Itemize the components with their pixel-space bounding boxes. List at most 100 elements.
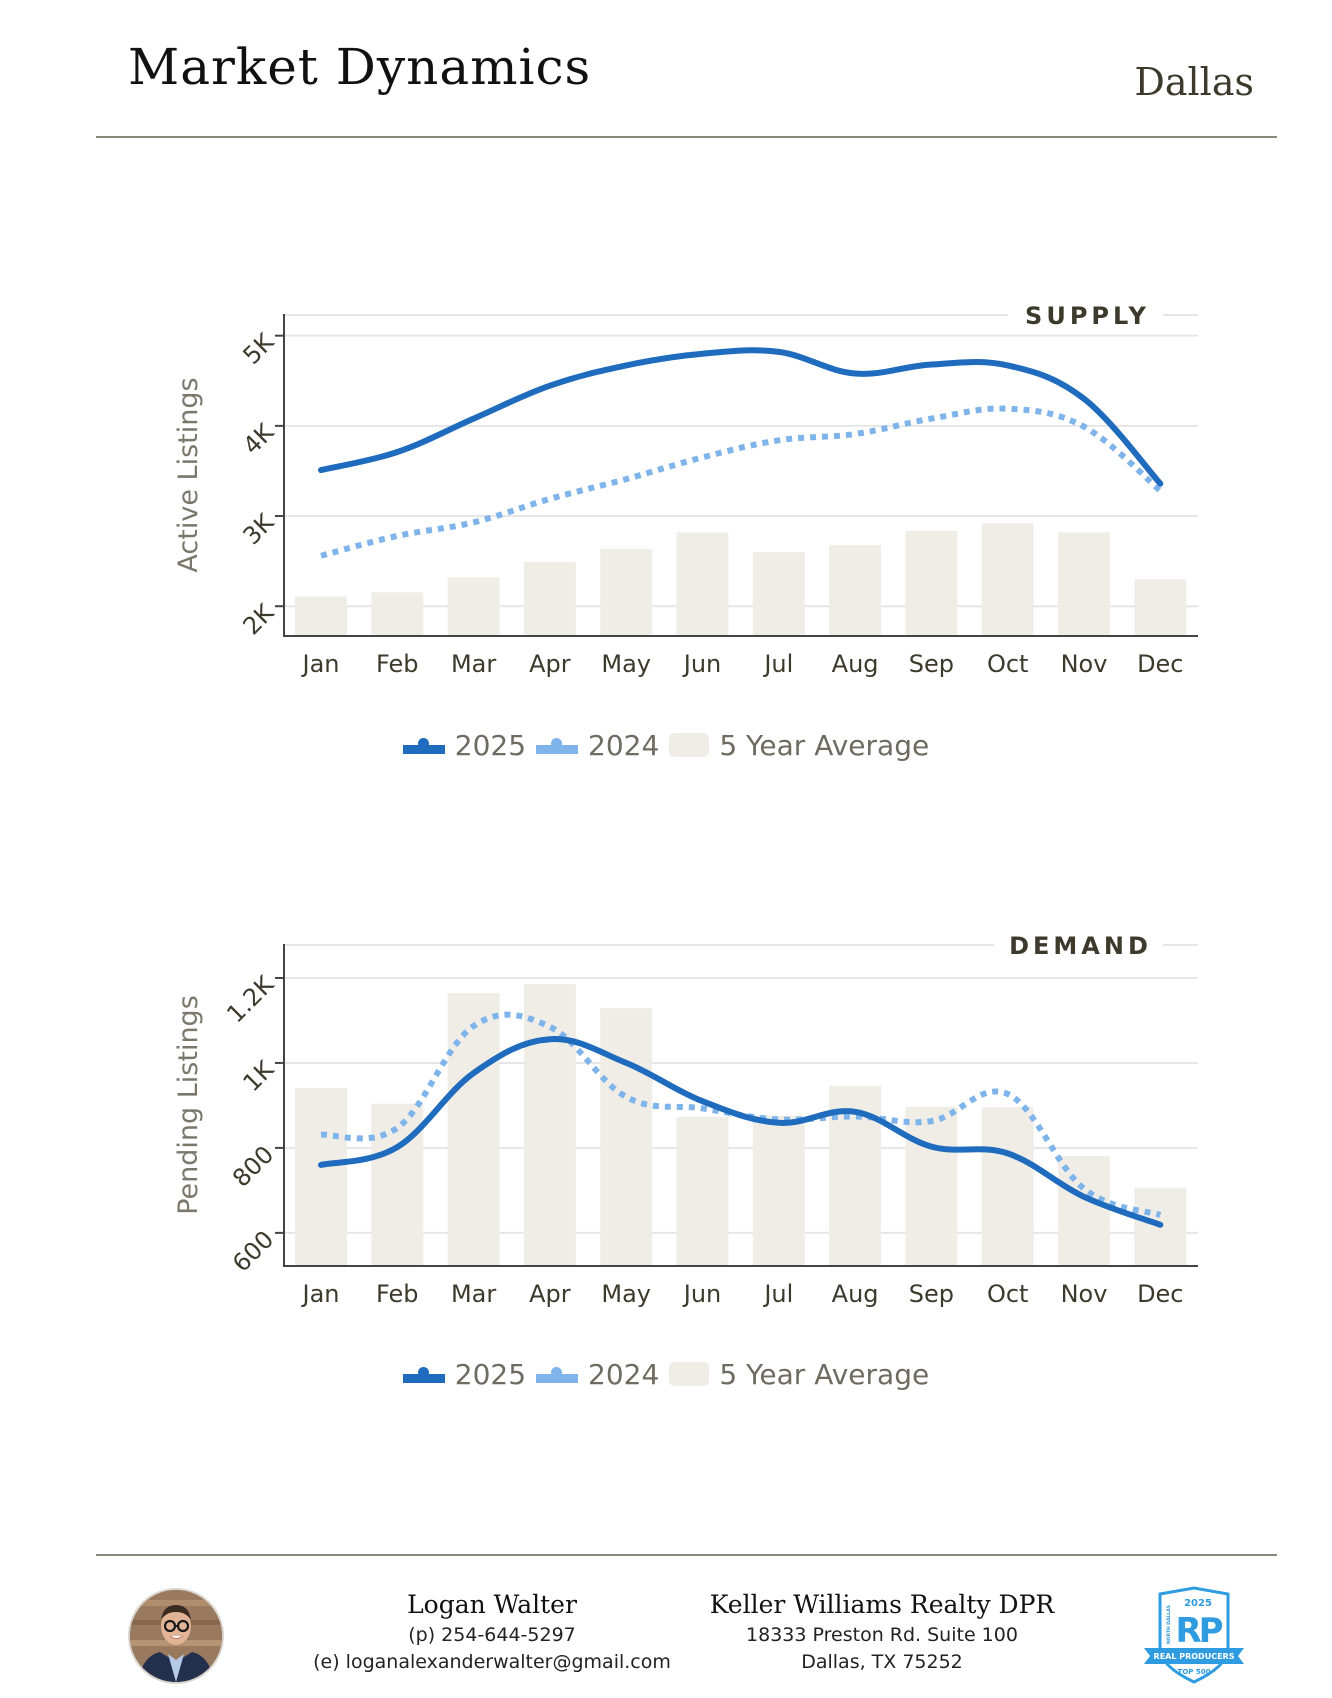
x-tick-label: Jul [762,1280,793,1308]
legend-item-2024: 2024 [536,729,659,762]
footer-divider [96,1554,1277,1556]
y-tick-label: 1.2K [221,970,280,1029]
x-tick-label: Mar [451,1280,496,1308]
point-2024-nov [1081,1186,1087,1192]
brokerage-address-line2: Dallas, TX 75252 [801,1651,963,1673]
line-series-2025 [318,1036,1164,1228]
point-2025-nov [1081,1194,1087,1200]
bar-5yr-avg-apr [523,562,576,636]
y-axis-label: Pending Listings [173,995,204,1215]
bar-5yr-avg-sep [905,530,958,636]
x-tick-label: Sep [909,1280,954,1308]
x-tick-label: Nov [1061,1280,1108,1308]
line-series-2024 [320,405,1163,559]
page-title: Market Dynamics [128,38,592,96]
point-2025-aug [852,1109,858,1115]
x-tick-label: Jul [762,650,793,678]
brokerage-name: Keller Williams Realty DPR [709,1590,1055,1619]
y-tick-label: 600 [227,1225,279,1277]
point-2025-feb [394,1144,400,1150]
x-tick-label: Dec [1137,650,1183,678]
point-2025-mar [471,1070,477,1076]
point-2024-jan [318,1132,324,1138]
x-tick-label: Oct [987,1280,1029,1308]
bar-5yr-avg-apr [523,983,576,1266]
point-2025-jul [776,1120,782,1126]
city-label: Dallas [1134,60,1254,104]
legend-label: 5 Year Average [719,728,930,762]
point-2024-oct [1005,1091,1011,1097]
point-2025-apr [547,1036,553,1042]
bar-5yr-avg-sep [905,1106,958,1266]
bar-5yr-avg-mar [447,992,500,1266]
bar-swatch-icon [669,1362,710,1386]
x-tick-label: Feb [376,1280,419,1308]
bar-5yr-avg-aug [829,544,882,636]
badge-year: 2025 [1184,1598,1212,1609]
bar-5yr-avg-oct [981,1107,1034,1266]
x-tick-label: Jun [682,1280,722,1308]
x-tick-label: Oct [987,650,1029,678]
badge-monogram: RP [1175,1611,1222,1651]
bar-5yr-avg-mar [447,577,500,636]
demand-legend: 2025 2024 5 Year Average [0,1354,1332,1394]
real-producers-badge-icon: 2025 RP NORTH DALLAS REAL PRODUCERS TOP … [1144,1586,1244,1684]
line-marker-icon [536,1362,579,1386]
line-marker-icon [402,1362,445,1386]
legend-label: 5 Year Average [719,1357,930,1391]
bar-5yr-avg-nov [1058,532,1110,636]
y-tick-label: 1K [238,1055,281,1098]
brokerage-address-line1: 18333 Preston Rd. Suite 100 [746,1624,1018,1646]
x-tick-label: Mar [451,650,496,678]
x-tick-label: Sep [909,650,954,678]
bar-5yr-avg-jun [676,1116,729,1266]
legend-item-2025: 2025 [402,729,526,762]
agent-name: Logan Walter [407,1590,577,1619]
y-tick-label: 800 [227,1140,279,1192]
agent-photo-icon [128,1588,224,1684]
bar-5yr-avg-jan [295,596,347,636]
point-2024-jun [700,1105,706,1111]
legend-item-5yr-avg: 5 Year Average [669,1358,929,1391]
x-tick-label: Jun [682,650,722,678]
bar-5yr-avg-may [600,548,653,636]
y-axis-label: Active Listings [173,377,204,572]
badge-side-text: NORTH DALLAS [1166,1605,1172,1644]
chart-section-title: SUPPLY [1025,302,1150,330]
point-2024-dec [1157,1212,1163,1218]
demand-chart: DEMAND 600 800 1K 1.2K Pending Listings Jan Feb… [173,932,1198,1308]
point-2025-dec [1157,1222,1163,1228]
x-tick-label: Feb [376,650,419,678]
x-tick-label: May [601,1280,651,1308]
x-tick-label: Jan [301,650,340,678]
x-tick-label: Apr [529,1280,571,1308]
line-marker-icon [536,733,579,757]
bar-5yr-avg-feb [371,592,424,636]
x-tick-label: Apr [529,650,571,678]
badge-ribbon: REAL PRODUCERS [1154,1652,1235,1661]
point-2025-jan [318,1162,324,1168]
legend-label: 2025 [454,1357,527,1391]
point-2024-mar [471,1023,477,1029]
x-tick-label: Aug [832,650,879,678]
x-tick-label: Dec [1137,1280,1183,1308]
bar-swatch-icon [669,733,710,757]
point-2024-may [623,1094,629,1100]
line-series-2025 [318,347,1164,487]
legend-item-2025: 2025 [402,1357,527,1391]
point-2025-may [623,1060,629,1066]
point-2024-sep [928,1118,934,1124]
bar-5yr-avg-may [600,1008,653,1266]
legend-item-5yr-avg: 5 Year Average [669,729,929,762]
agent-email[interactable]: (e) loganalexanderwalter@gmail.com [313,1651,671,1673]
x-tick-label: Aug [832,1280,879,1308]
supply-legend: 2025 2024 5 Year Average [0,725,1332,765]
chart-section-title: DEMAND [1009,932,1152,960]
bar-5yr-avg-jun [676,532,729,636]
line-marker-icon [402,733,445,757]
agent-phone[interactable]: (p) 254-644-5297 [408,1624,576,1646]
header-divider [96,136,1277,138]
bar-5yr-avg-nov [1058,1155,1110,1266]
x-tick-label: May [601,650,651,678]
